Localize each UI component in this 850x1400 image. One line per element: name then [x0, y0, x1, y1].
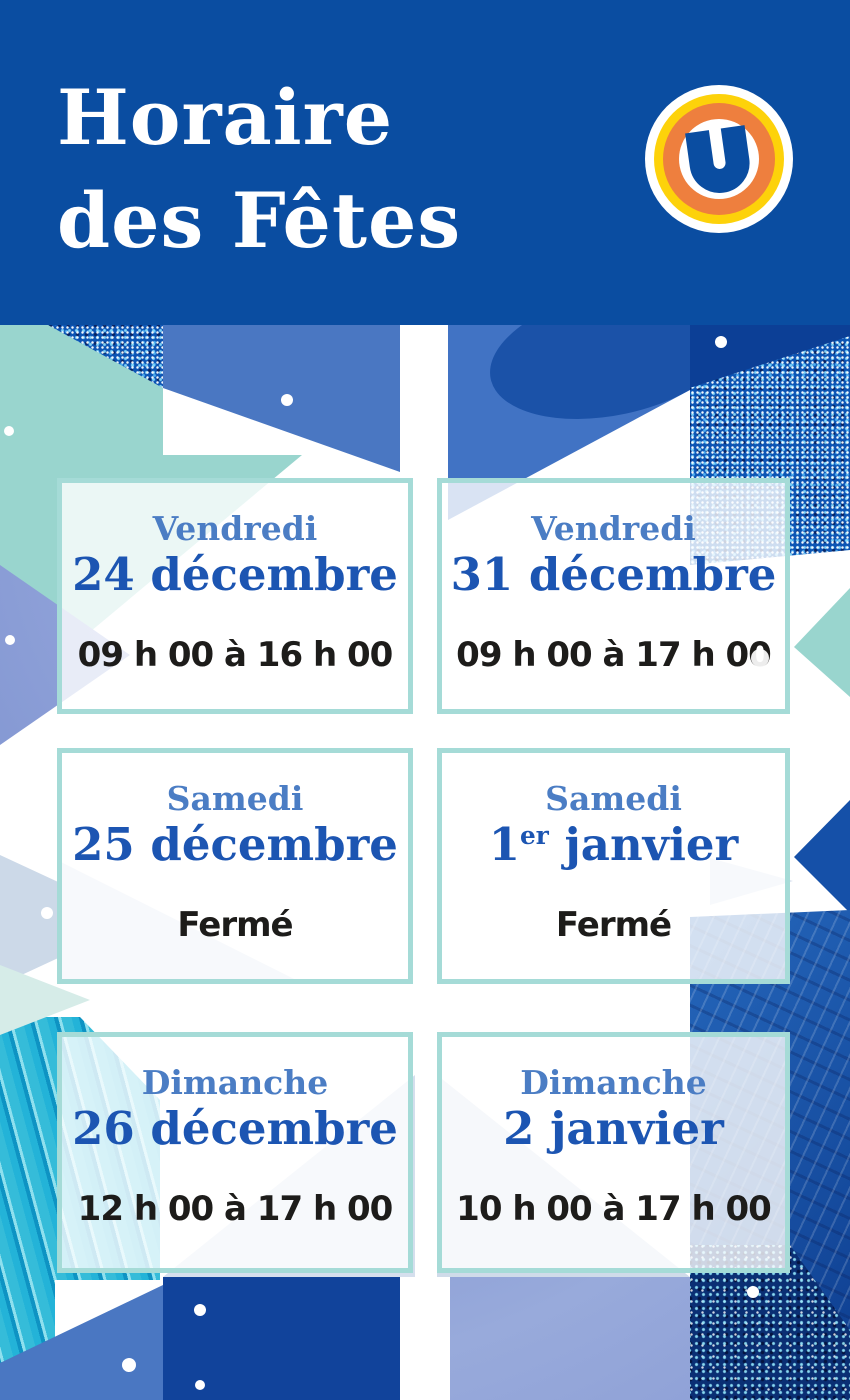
schedule-card-dimanche-26: Dimanche 26 décembre 12 h 00 à 17 h 00	[57, 1032, 413, 1273]
date-label: 1er janvier	[488, 818, 739, 871]
date-label: 25 décembre	[72, 818, 398, 871]
day-label: Dimanche	[141, 1063, 329, 1102]
header-band: Horaire des Fêtes	[0, 0, 850, 325]
schedule-card-samedi-25: Samedi 25 décembre Fermé	[57, 748, 413, 984]
royal-rect-bottom	[163, 1277, 400, 1400]
hours-label: 10 h 00 à 17 h 00	[456, 1189, 772, 1229]
hours-label: 09 h 00 à 16 h 00	[77, 635, 394, 675]
snow-dot	[41, 907, 53, 919]
schedule-card-dimanche-2: Dimanche 2 janvier 10 h 00 à 17 h 00	[437, 1032, 790, 1273]
day-label: Dimanche	[520, 1063, 707, 1102]
schedule-card-samedi-1er: Samedi 1er janvier Fermé	[437, 748, 790, 984]
snow-dot	[195, 1380, 205, 1390]
day-label: Samedi	[166, 779, 304, 818]
day-label: Vendredi	[152, 509, 318, 548]
title-line-2: des Fêtes	[57, 176, 462, 265]
snow-dot	[747, 1286, 759, 1298]
hours-label: Fermé	[177, 905, 293, 945]
snow-dot	[751, 649, 769, 667]
background-collage: Vendredi 24 décembre 09 h 00 à 16 h 00 V…	[0, 325, 850, 1400]
snow-dot	[194, 1304, 206, 1316]
poster-title: Horaire des Fêtes	[57, 66, 461, 272]
u-logo-icon	[645, 85, 793, 233]
snow-dot	[122, 1358, 136, 1372]
date-label: 31 décembre	[450, 548, 777, 601]
snow-dot	[4, 426, 14, 436]
hours-label: 09 h 00 à 17 h 00	[456, 635, 772, 675]
periwinkle-rect-bottom	[450, 1277, 690, 1400]
schedule-card-vendredi-24: Vendredi 24 décembre 09 h 00 à 16 h 00	[57, 478, 413, 714]
date-label: 26 décembre	[72, 1102, 398, 1155]
date-label: 24 décembre	[72, 548, 398, 601]
snow-dot	[715, 336, 727, 348]
date-label: 2 janvier	[503, 1102, 724, 1155]
snow-dot	[5, 635, 15, 645]
schedule-card-vendredi-31: Vendredi 31 décembre 09 h 00 à 17 h 00	[437, 478, 790, 714]
hours-label: Fermé	[555, 905, 672, 945]
snow-dot	[281, 394, 293, 406]
day-label: Samedi	[545, 779, 682, 818]
hours-label: 12 h 00 à 17 h 00	[77, 1189, 394, 1229]
title-line-1: Horaire	[57, 73, 394, 162]
day-label: Vendredi	[531, 509, 696, 548]
